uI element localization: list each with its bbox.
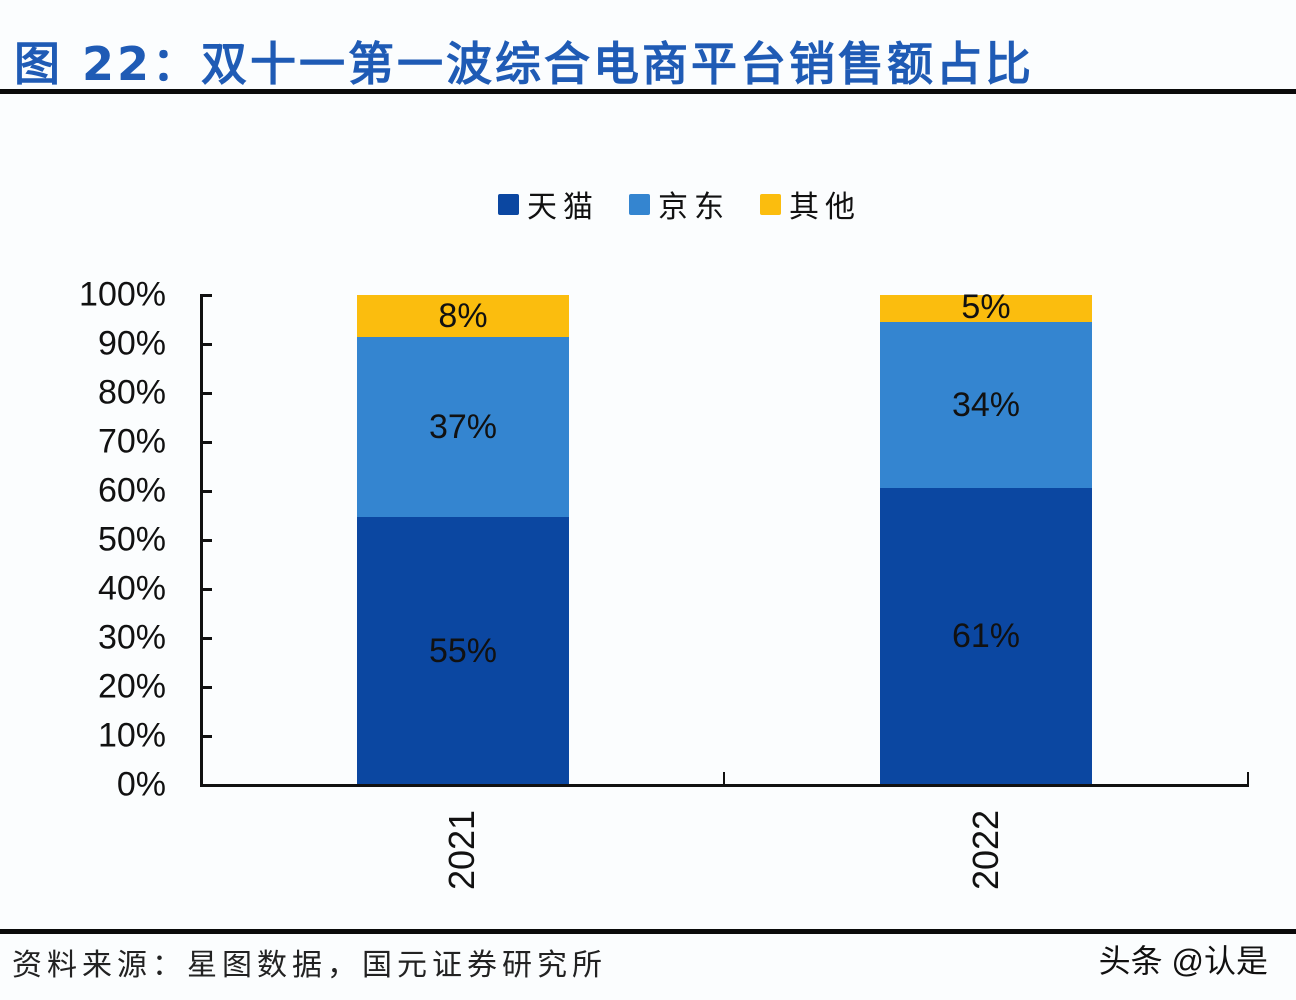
legend-label-tmall: 天猫: [527, 190, 599, 225]
y-tick-mark: [200, 490, 212, 493]
legend-item-tmall: 天猫: [498, 182, 599, 226]
y-tick-label: 0%: [116, 765, 166, 804]
bar-segment-other: 5%: [880, 288, 1092, 326]
x-tick-mark: [1247, 772, 1249, 785]
y-tick-mark: [200, 441, 212, 444]
bottom-divider: [0, 929, 1296, 934]
bar-segment-jd: 37%: [357, 337, 569, 517]
y-tick-mark: [200, 392, 212, 395]
y-tick-mark: [200, 637, 212, 640]
y-tick-label: 30%: [97, 618, 166, 657]
legend-swatch-jd: [629, 193, 650, 215]
y-tick-label: 50%: [97, 520, 166, 559]
watermark: 头条 @认是: [1098, 943, 1268, 979]
legend-swatch-other: [760, 193, 781, 215]
x-tick-label-2021: 2021: [441, 809, 482, 891]
y-tick-label: 60%: [97, 471, 166, 510]
bar-segment-tmall: 61%: [880, 488, 1092, 785]
bar-segment-tmall: 55%: [357, 517, 569, 785]
data-label: 8%: [438, 296, 488, 335]
y-tick-mark: [200, 343, 212, 346]
y-tick-label: 80%: [97, 373, 166, 412]
x-axis-line: [200, 784, 1249, 787]
source-note: 资料来源：星图数据，国元证券研究所: [12, 948, 607, 983]
chart-title: 图 22：双十一第一波综合电商平台销售额占比: [14, 37, 1035, 91]
y-tick-mark: [200, 588, 212, 591]
legend-item-jd: 京东: [629, 182, 730, 226]
data-label: 61%: [951, 617, 1021, 655]
y-tick-label: 20%: [97, 667, 166, 706]
data-label: 34%: [951, 385, 1021, 424]
y-tick-mark: [200, 539, 212, 542]
bar-2021: 8% 37% 55%: [357, 295, 569, 785]
legend-item-other: 其他: [760, 182, 861, 226]
data-label: 5%: [961, 288, 1011, 326]
bar-segment-other: 8%: [357, 295, 569, 337]
data-label: 37%: [428, 407, 498, 446]
data-label: 55%: [428, 631, 498, 670]
bar-segment-jd: 34%: [880, 322, 1092, 488]
legend-label-jd: 京东: [658, 190, 730, 225]
x-tick-mark: [723, 772, 725, 785]
y-tick-mark: [200, 735, 212, 738]
chart-legend: 天猫 京东 其他: [498, 182, 861, 226]
y-tick-mark: [200, 686, 212, 689]
x-tick-label-2022: 2022: [965, 809, 1006, 891]
bar-2022: 5% 34% 61%: [880, 288, 1092, 785]
y-tick-label: 10%: [97, 716, 166, 755]
y-tick-label: 40%: [97, 569, 166, 608]
legend-label-other: 其他: [789, 190, 861, 225]
legend-swatch-tmall: [498, 193, 519, 215]
y-tick-label: 100%: [79, 275, 166, 314]
y-tick-mark: [200, 294, 212, 297]
y-tick-label: 90%: [97, 324, 166, 363]
y-tick-label: 70%: [97, 422, 166, 461]
top-divider: [0, 89, 1296, 94]
